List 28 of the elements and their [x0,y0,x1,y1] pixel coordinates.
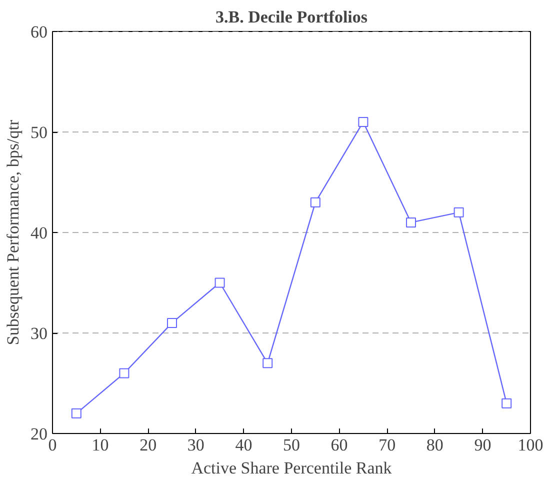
point [119,368,130,378]
point [358,116,368,127]
point [262,358,273,368]
x-tick-label: 100 [518,436,544,454]
point [406,217,416,228]
x-tick-label: 80 [426,436,444,454]
x-tick-label: 50 [283,436,300,454]
x-tick-label: 10 [92,436,109,454]
y-tick-label: 60 [30,22,48,42]
point [502,398,512,408]
point [310,197,320,208]
x-tick-label: 30 [187,436,204,454]
x-tick-label: 90 [474,436,492,454]
chart-title: 3.B. Decile Portfolios [215,8,368,26]
y-tick-label: 50 [30,123,48,142]
y-tick-label: 30 [30,324,48,343]
x-tick-label: 40 [235,436,252,454]
y-tick-label: 40 [30,224,48,242]
x-tick-label: 20 [140,436,157,454]
y-axis-title: Subsequent Performance, bps/qtr [4,120,22,346]
point [167,318,177,328]
x-axis-title: Active Share Percentile Rank [191,458,392,478]
x-tick-label: 70 [378,436,396,454]
x-tick-label: 60 [330,436,348,454]
x-tick-label: 0 [48,436,57,454]
point [454,207,464,218]
point [71,408,82,418]
point [214,278,225,288]
